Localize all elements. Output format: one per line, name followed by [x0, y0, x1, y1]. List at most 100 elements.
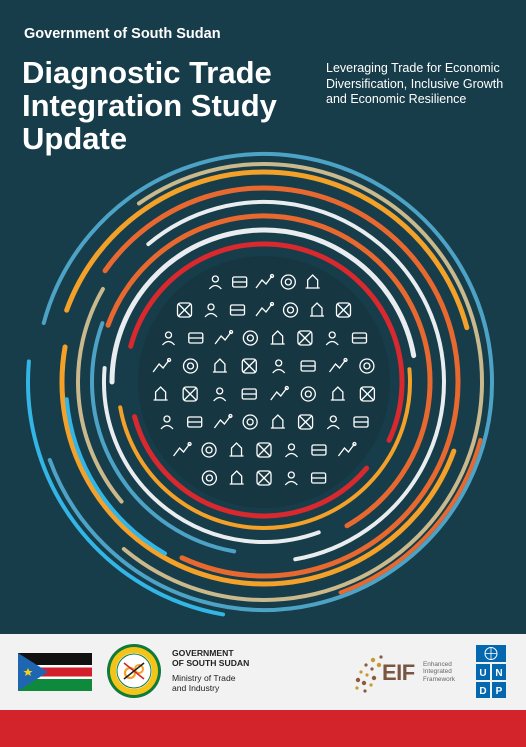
cattle-icon	[201, 442, 217, 458]
eif-description: Enhanced Integrated Framework	[423, 661, 455, 683]
tree-icon	[229, 304, 246, 316]
cover-panel: Government of South Sudan Diagnostic Tra…	[0, 0, 526, 634]
box-icon	[214, 329, 234, 345]
eif-dot	[355, 677, 361, 683]
ring-arc-9	[102, 366, 321, 544]
eif-dot	[379, 655, 383, 659]
ring-arc-4	[102, 185, 461, 579]
eif-dot	[370, 667, 374, 671]
hands-people-icon	[208, 275, 222, 290]
ring-arc-6	[146, 200, 446, 562]
handshake-icon	[229, 442, 244, 457]
eif-dot	[363, 689, 367, 693]
solar-panel-icon	[351, 332, 368, 344]
handshake-icon	[297, 330, 313, 346]
ship-icon	[255, 301, 275, 317]
eif-dot	[370, 657, 376, 663]
ring-arc-10	[109, 227, 417, 385]
ministry-name-label: Ministry of Trade and Industry	[172, 673, 236, 693]
wind-turbine-icon	[326, 415, 340, 430]
ring-arc-3	[59, 344, 457, 587]
money-icon	[311, 444, 327, 456]
road-icon	[337, 441, 357, 457]
ship-icon	[187, 416, 203, 428]
carrot-icon	[359, 386, 376, 402]
globe-icon	[241, 358, 257, 374]
lightbulb-icon	[256, 470, 272, 486]
ring-arc-0	[41, 152, 494, 612]
eif-dot	[376, 662, 382, 668]
person-icon	[305, 274, 320, 289]
truck-icon	[256, 442, 272, 458]
plane-icon	[213, 387, 227, 402]
plant-icon	[242, 414, 258, 430]
tractor-icon	[270, 414, 285, 429]
ring-arc-1	[121, 162, 484, 602]
wheat-icon	[153, 386, 168, 401]
ministry-government-label: GOVERNMENT OF SOUTH SUDAN	[172, 648, 250, 668]
people-group-icon	[280, 274, 296, 290]
person-icon	[300, 386, 316, 402]
globe-icon	[229, 470, 244, 485]
undp-letter-p: P	[496, 686, 503, 697]
warehouse-icon	[284, 471, 298, 486]
ring-arc-12	[128, 241, 405, 443]
ring-arc-5	[76, 287, 124, 504]
fish-icon	[328, 357, 348, 373]
ring-arc-8	[105, 213, 433, 529]
eif-wordmark: EIF	[382, 660, 415, 685]
report-subtitle: Leveraging Trade for Economic Diversific…	[326, 61, 504, 106]
cattle-icon	[270, 330, 285, 345]
eif-dot	[361, 680, 367, 686]
eif-dot	[369, 683, 373, 687]
eif-dot	[359, 670, 363, 674]
icon-disc	[138, 256, 390, 508]
presentation-icon	[173, 441, 192, 457]
cover-graphic	[26, 152, 494, 617]
report-title: Diagnostic Trade Integration Study Updat…	[22, 55, 277, 156]
undp-letter-u: U	[479, 668, 486, 679]
gear-icon	[212, 358, 227, 373]
chicken-icon	[330, 386, 345, 401]
undp-logo-icon: U N D P	[476, 645, 506, 698]
oil-barrel-icon	[359, 358, 375, 374]
ring-arc-16	[338, 437, 483, 595]
carrot-icon	[204, 303, 218, 318]
tractor-icon	[335, 302, 352, 318]
road-icon	[182, 358, 199, 374]
south-sudan-flag-icon	[18, 653, 92, 691]
box-icon	[353, 416, 369, 428]
pig-icon	[255, 273, 275, 289]
chicken-icon	[176, 302, 193, 318]
bottom-red-bar	[0, 710, 526, 747]
eif-dot	[364, 663, 368, 667]
wind-turbine-icon	[188, 332, 204, 344]
hands-people-icon	[182, 386, 198, 402]
pig-icon	[241, 388, 257, 400]
eif-dot	[371, 675, 377, 681]
tree-icon	[160, 415, 174, 430]
presentation-icon	[242, 330, 259, 346]
truck-icon	[325, 331, 339, 346]
government-label: Government of South Sudan	[24, 26, 221, 42]
ring-arc-15	[64, 397, 167, 556]
plant-icon	[309, 302, 324, 317]
warehouse-icon	[300, 360, 316, 372]
solar-panel-icon	[284, 443, 298, 458]
target-icon	[162, 331, 176, 346]
ring-arc-11	[118, 367, 412, 530]
ministry-seal-icon	[107, 644, 161, 698]
people-group-icon	[270, 385, 289, 401]
ring-arc-2	[64, 169, 470, 331]
ring-arc-14	[26, 359, 226, 617]
undp-letter-n: N	[495, 668, 502, 679]
factory-icon	[213, 413, 233, 429]
lightbulb-icon	[272, 359, 286, 374]
money-icon	[152, 357, 172, 373]
target-icon	[297, 414, 314, 430]
eif-dot	[355, 686, 359, 690]
ring-arc-13	[132, 414, 370, 519]
eif-dot	[365, 673, 369, 677]
plane-icon	[232, 276, 248, 288]
